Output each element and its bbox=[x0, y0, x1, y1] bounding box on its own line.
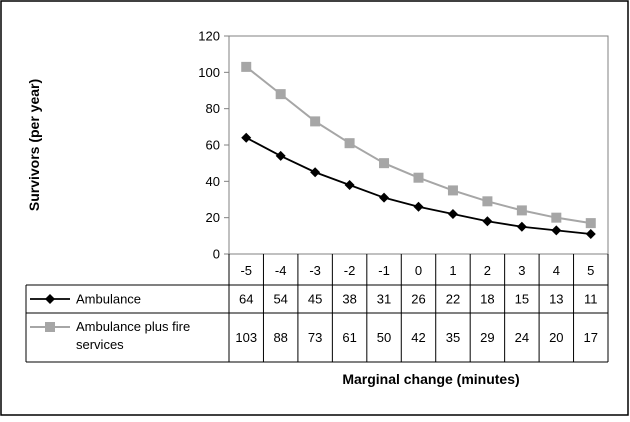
x-tick-label: 3 bbox=[518, 263, 525, 278]
data-point bbox=[310, 116, 321, 127]
plot-area bbox=[228, 35, 609, 255]
table-value: 103 bbox=[235, 330, 257, 345]
data-point bbox=[275, 150, 286, 161]
data-point bbox=[516, 205, 527, 216]
y-tick-label: 120 bbox=[198, 29, 220, 44]
data-point bbox=[344, 179, 355, 190]
y-axis-label: Survivors (per year) bbox=[26, 79, 42, 211]
series-line-1 bbox=[245, 136, 591, 235]
data-point bbox=[379, 158, 390, 169]
data-point bbox=[482, 196, 493, 207]
table-value: 18 bbox=[480, 292, 494, 307]
table-value: 45 bbox=[308, 292, 322, 307]
data-point bbox=[413, 201, 424, 212]
table-value: 50 bbox=[377, 330, 391, 345]
data-point bbox=[344, 138, 355, 149]
table-value: 20 bbox=[549, 330, 563, 345]
y-tick-label: 80 bbox=[206, 101, 220, 116]
table-value: 31 bbox=[377, 292, 391, 307]
table-value: 13 bbox=[549, 292, 563, 307]
table-value: 15 bbox=[515, 292, 529, 307]
table-value: 88 bbox=[273, 330, 287, 345]
x-tick-label: -1 bbox=[378, 263, 390, 278]
table-value: 73 bbox=[308, 330, 322, 345]
table-value: 42 bbox=[411, 330, 425, 345]
table-value: 24 bbox=[515, 330, 529, 345]
data-point bbox=[241, 132, 252, 143]
table-value: 61 bbox=[342, 330, 356, 345]
data-point bbox=[585, 218, 596, 229]
data-point bbox=[447, 185, 458, 196]
table-value: 17 bbox=[584, 330, 598, 345]
table-value: 26 bbox=[411, 292, 425, 307]
series-line-2 bbox=[245, 66, 591, 225]
x-tick-label: 1 bbox=[449, 263, 456, 278]
data-point bbox=[379, 192, 390, 203]
data-point bbox=[516, 221, 527, 232]
table-value: 35 bbox=[446, 330, 460, 345]
y-tick-label: 100 bbox=[198, 65, 220, 80]
data-point bbox=[585, 229, 596, 240]
y-tick-label: 40 bbox=[206, 174, 220, 189]
data-point bbox=[482, 216, 493, 227]
x-tick-label: -5 bbox=[240, 263, 252, 278]
legend-entry: Ambulance plus fire services bbox=[76, 319, 190, 352]
data-point bbox=[551, 212, 562, 223]
table-value: 54 bbox=[273, 292, 287, 307]
x-tick-label: 4 bbox=[553, 263, 560, 278]
table-value: 22 bbox=[446, 292, 460, 307]
y-tick-label: 60 bbox=[206, 138, 220, 153]
table-value: 64 bbox=[239, 292, 253, 307]
legend-marker bbox=[45, 294, 55, 304]
x-axis-label: Marginal change (minutes) bbox=[342, 371, 519, 387]
table-value: 11 bbox=[584, 292, 598, 307]
y-tick-label: 20 bbox=[206, 210, 220, 225]
legend-entry: Ambulance bbox=[76, 292, 141, 307]
x-tick-label: -3 bbox=[309, 263, 321, 278]
data-point bbox=[275, 89, 286, 100]
y-tick-label: 0 bbox=[213, 247, 220, 262]
data-point bbox=[310, 167, 321, 178]
data-point bbox=[413, 172, 424, 183]
data-point bbox=[241, 61, 252, 72]
x-tick-label: -2 bbox=[344, 263, 356, 278]
table-value: 29 bbox=[480, 330, 494, 345]
table-value: 38 bbox=[342, 292, 356, 307]
x-tick-label: 2 bbox=[484, 263, 491, 278]
x-tick-label: 5 bbox=[587, 263, 594, 278]
data-point bbox=[447, 209, 458, 220]
data-point bbox=[551, 225, 562, 236]
x-tick-label: 0 bbox=[415, 263, 422, 278]
x-tick-label: -4 bbox=[275, 263, 287, 278]
legend-marker bbox=[45, 322, 55, 332]
